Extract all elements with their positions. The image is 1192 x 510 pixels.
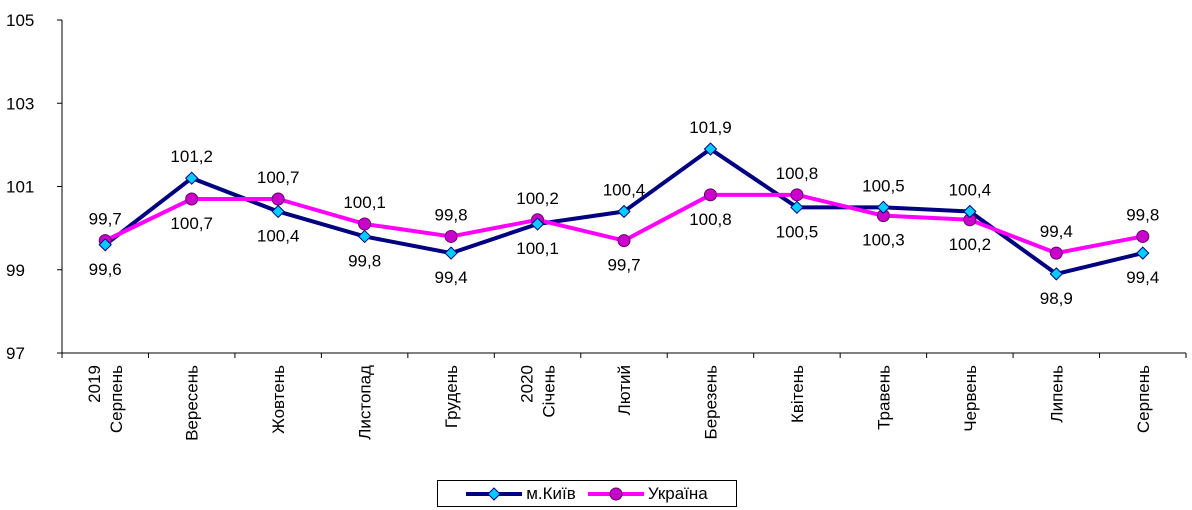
data-point-kyiv [703, 142, 718, 156]
data-point-kyiv [357, 229, 372, 244]
data-point-ukraine [185, 192, 199, 206]
data-point-ukraine [1049, 246, 1063, 260]
data-point-ukraine [444, 229, 458, 243]
x-tick-label: Червень [961, 365, 980, 432]
data-label-kyiv: 100,1 [516, 239, 559, 258]
data-label-ukraine: 100,7 [170, 214, 213, 233]
data-point-ukraine [790, 188, 804, 202]
legend-item-kyiv: м.Київ [466, 484, 576, 504]
data-point-kyiv [963, 204, 977, 219]
data-point-ukraine [1136, 229, 1150, 243]
data-point-kyiv [184, 171, 199, 185]
data-point-ukraine [703, 188, 717, 202]
y-tick-label: 97 [6, 344, 25, 363]
x-tick-label: Січень [540, 365, 559, 418]
data-point-ukraine [617, 234, 631, 248]
data-point-ukraine [271, 192, 285, 206]
data-label-ukraine: 99,4 [1040, 222, 1073, 241]
data-point-kyiv [876, 200, 891, 215]
data-point-kyiv [1049, 267, 1064, 281]
data-label-ukraine: 99,7 [89, 210, 122, 229]
data-label-kyiv: 99,6 [89, 260, 122, 279]
data-point-kyiv [617, 204, 631, 219]
data-label-ukraine: 100,7 [257, 168, 300, 187]
y-tick-label: 105 [6, 11, 34, 30]
data-point-kyiv [444, 246, 458, 260]
x-tick-label: Березень [701, 365, 720, 440]
legend-swatch-kyiv [466, 486, 523, 501]
legend-swatch-ukraine [587, 487, 644, 500]
data-label-ukraine: 99,7 [607, 256, 640, 275]
data-label-kyiv: 99,8 [348, 251, 381, 270]
data-label-ukraine: 100,2 [516, 189, 559, 208]
data-label-kyiv: 98,9 [1040, 289, 1073, 308]
legend-item-ukraine: Україна [587, 483, 708, 504]
x-tick-label: Грудень [442, 365, 461, 428]
x-tick-label: Серпень [107, 365, 126, 433]
data-label-kyiv: 100,4 [603, 180, 646, 199]
y-tick-label: 99 [6, 261, 25, 280]
x-tick-label: Квітень [788, 365, 807, 423]
data-label-ukraine: 99,8 [435, 205, 468, 224]
data-label-kyiv: 100,5 [776, 222, 819, 241]
x-tick-label: Серпень [1134, 365, 1153, 433]
data-label-ukraine: 99,8 [1126, 205, 1159, 224]
data-point-kyiv [530, 217, 545, 231]
chart-legend: м.Київ Україна [437, 480, 737, 507]
x-tick-label: 2020 [518, 365, 537, 403]
data-label-ukraine: 100,2 [949, 235, 992, 254]
data-label-kyiv: 100,4 [949, 180, 992, 199]
data-label-kyiv: 99,4 [1126, 268, 1159, 287]
data-label-kyiv: 100,4 [257, 226, 300, 245]
data-point-kyiv [1136, 246, 1150, 260]
x-tick-label: 2019 [85, 365, 104, 403]
data-label-ukraine: 100,8 [776, 164, 819, 183]
data-label-ukraine: 100,8 [689, 210, 732, 229]
x-tick-label: Жовтень [269, 365, 288, 434]
x-tick-label: Липень [1047, 365, 1066, 423]
y-tick-label: 103 [6, 94, 34, 113]
data-label-kyiv: 101,9 [689, 118, 732, 137]
x-tick-label: Вересень [183, 365, 202, 441]
x-tick-label: Лютий [615, 365, 634, 415]
data-label-ukraine: 100,1 [343, 193, 386, 212]
x-tick-label: Травень [874, 365, 893, 430]
data-point-ukraine [358, 217, 372, 231]
legend-label-kyiv: м.Київ [526, 483, 576, 503]
data-point-kyiv [271, 204, 285, 219]
data-point-kyiv [98, 238, 112, 252]
data-point-kyiv [790, 200, 804, 215]
legend-label-ukraine: Україна [647, 483, 708, 503]
x-tick-label: Листопад [356, 365, 375, 440]
data-label-kyiv: 99,4 [435, 268, 468, 287]
data-label-kyiv: 100,5 [862, 176, 905, 195]
data-label-ukraine: 100,3 [862, 231, 905, 250]
data-label-kyiv: 101,2 [170, 147, 213, 166]
y-tick-label: 101 [6, 178, 34, 197]
